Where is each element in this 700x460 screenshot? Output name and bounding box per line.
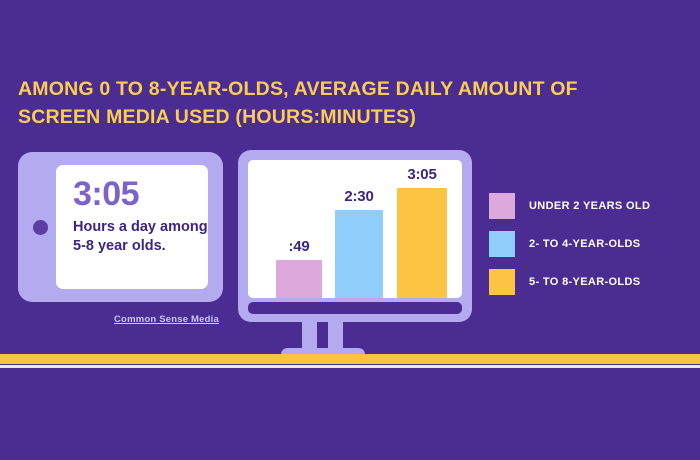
tablet-device: 3:05 Hours a day among 5-8 year olds. [18, 152, 223, 302]
chart-legend: UNDER 2 YEARS OLD 2- TO 4-YEAR-OLDS 5- T… [489, 193, 650, 307]
monitor-stand-leg-left [302, 322, 317, 352]
source-credit-link[interactable]: Common Sense Media [114, 314, 219, 325]
monitor-bezel-lip [248, 302, 462, 314]
divider-cream [0, 365, 700, 368]
chart-bar [335, 210, 383, 298]
legend-item-2-to-4: 2- TO 4-YEAR-OLDS [489, 231, 650, 257]
bar-chart: :49 2:30 3:05 [248, 160, 462, 298]
legend-item-label: 5- TO 8-YEAR-OLDS [529, 276, 641, 288]
legend-item-5-to-8: 5- TO 8-YEAR-OLDS [489, 269, 650, 295]
monitor-stand-leg-right [328, 322, 343, 352]
chart-bar-value-label: :49 [288, 238, 310, 255]
divider-yellow [0, 354, 700, 364]
tablet-stat-caption: Hours a day among 5-8 year olds. [73, 219, 208, 255]
legend-item-label: 2- TO 4-YEAR-OLDS [529, 238, 641, 250]
legend-swatch-icon [489, 231, 515, 257]
legend-swatch-icon [489, 269, 515, 295]
tablet-stat-value: 3:05 [73, 175, 140, 213]
tablet-screen: 3:05 Hours a day among 5-8 year olds. [56, 165, 208, 289]
chart-bar-value-label: 3:05 [407, 166, 437, 183]
chart-bar [397, 188, 447, 298]
legend-swatch-icon [489, 193, 515, 219]
page-title: AMONG 0 TO 8-YEAR-OLDS, AVERAGE DAILY AM… [18, 78, 578, 128]
chart-bar [276, 260, 322, 298]
legend-item-under-2: UNDER 2 YEARS OLD [489, 193, 650, 219]
legend-item-label: UNDER 2 YEARS OLD [529, 200, 651, 212]
home-button-icon [33, 220, 48, 235]
chart-bar-value-label: 2:30 [344, 188, 374, 205]
monitor-device: :49 2:30 3:05 [238, 150, 472, 322]
